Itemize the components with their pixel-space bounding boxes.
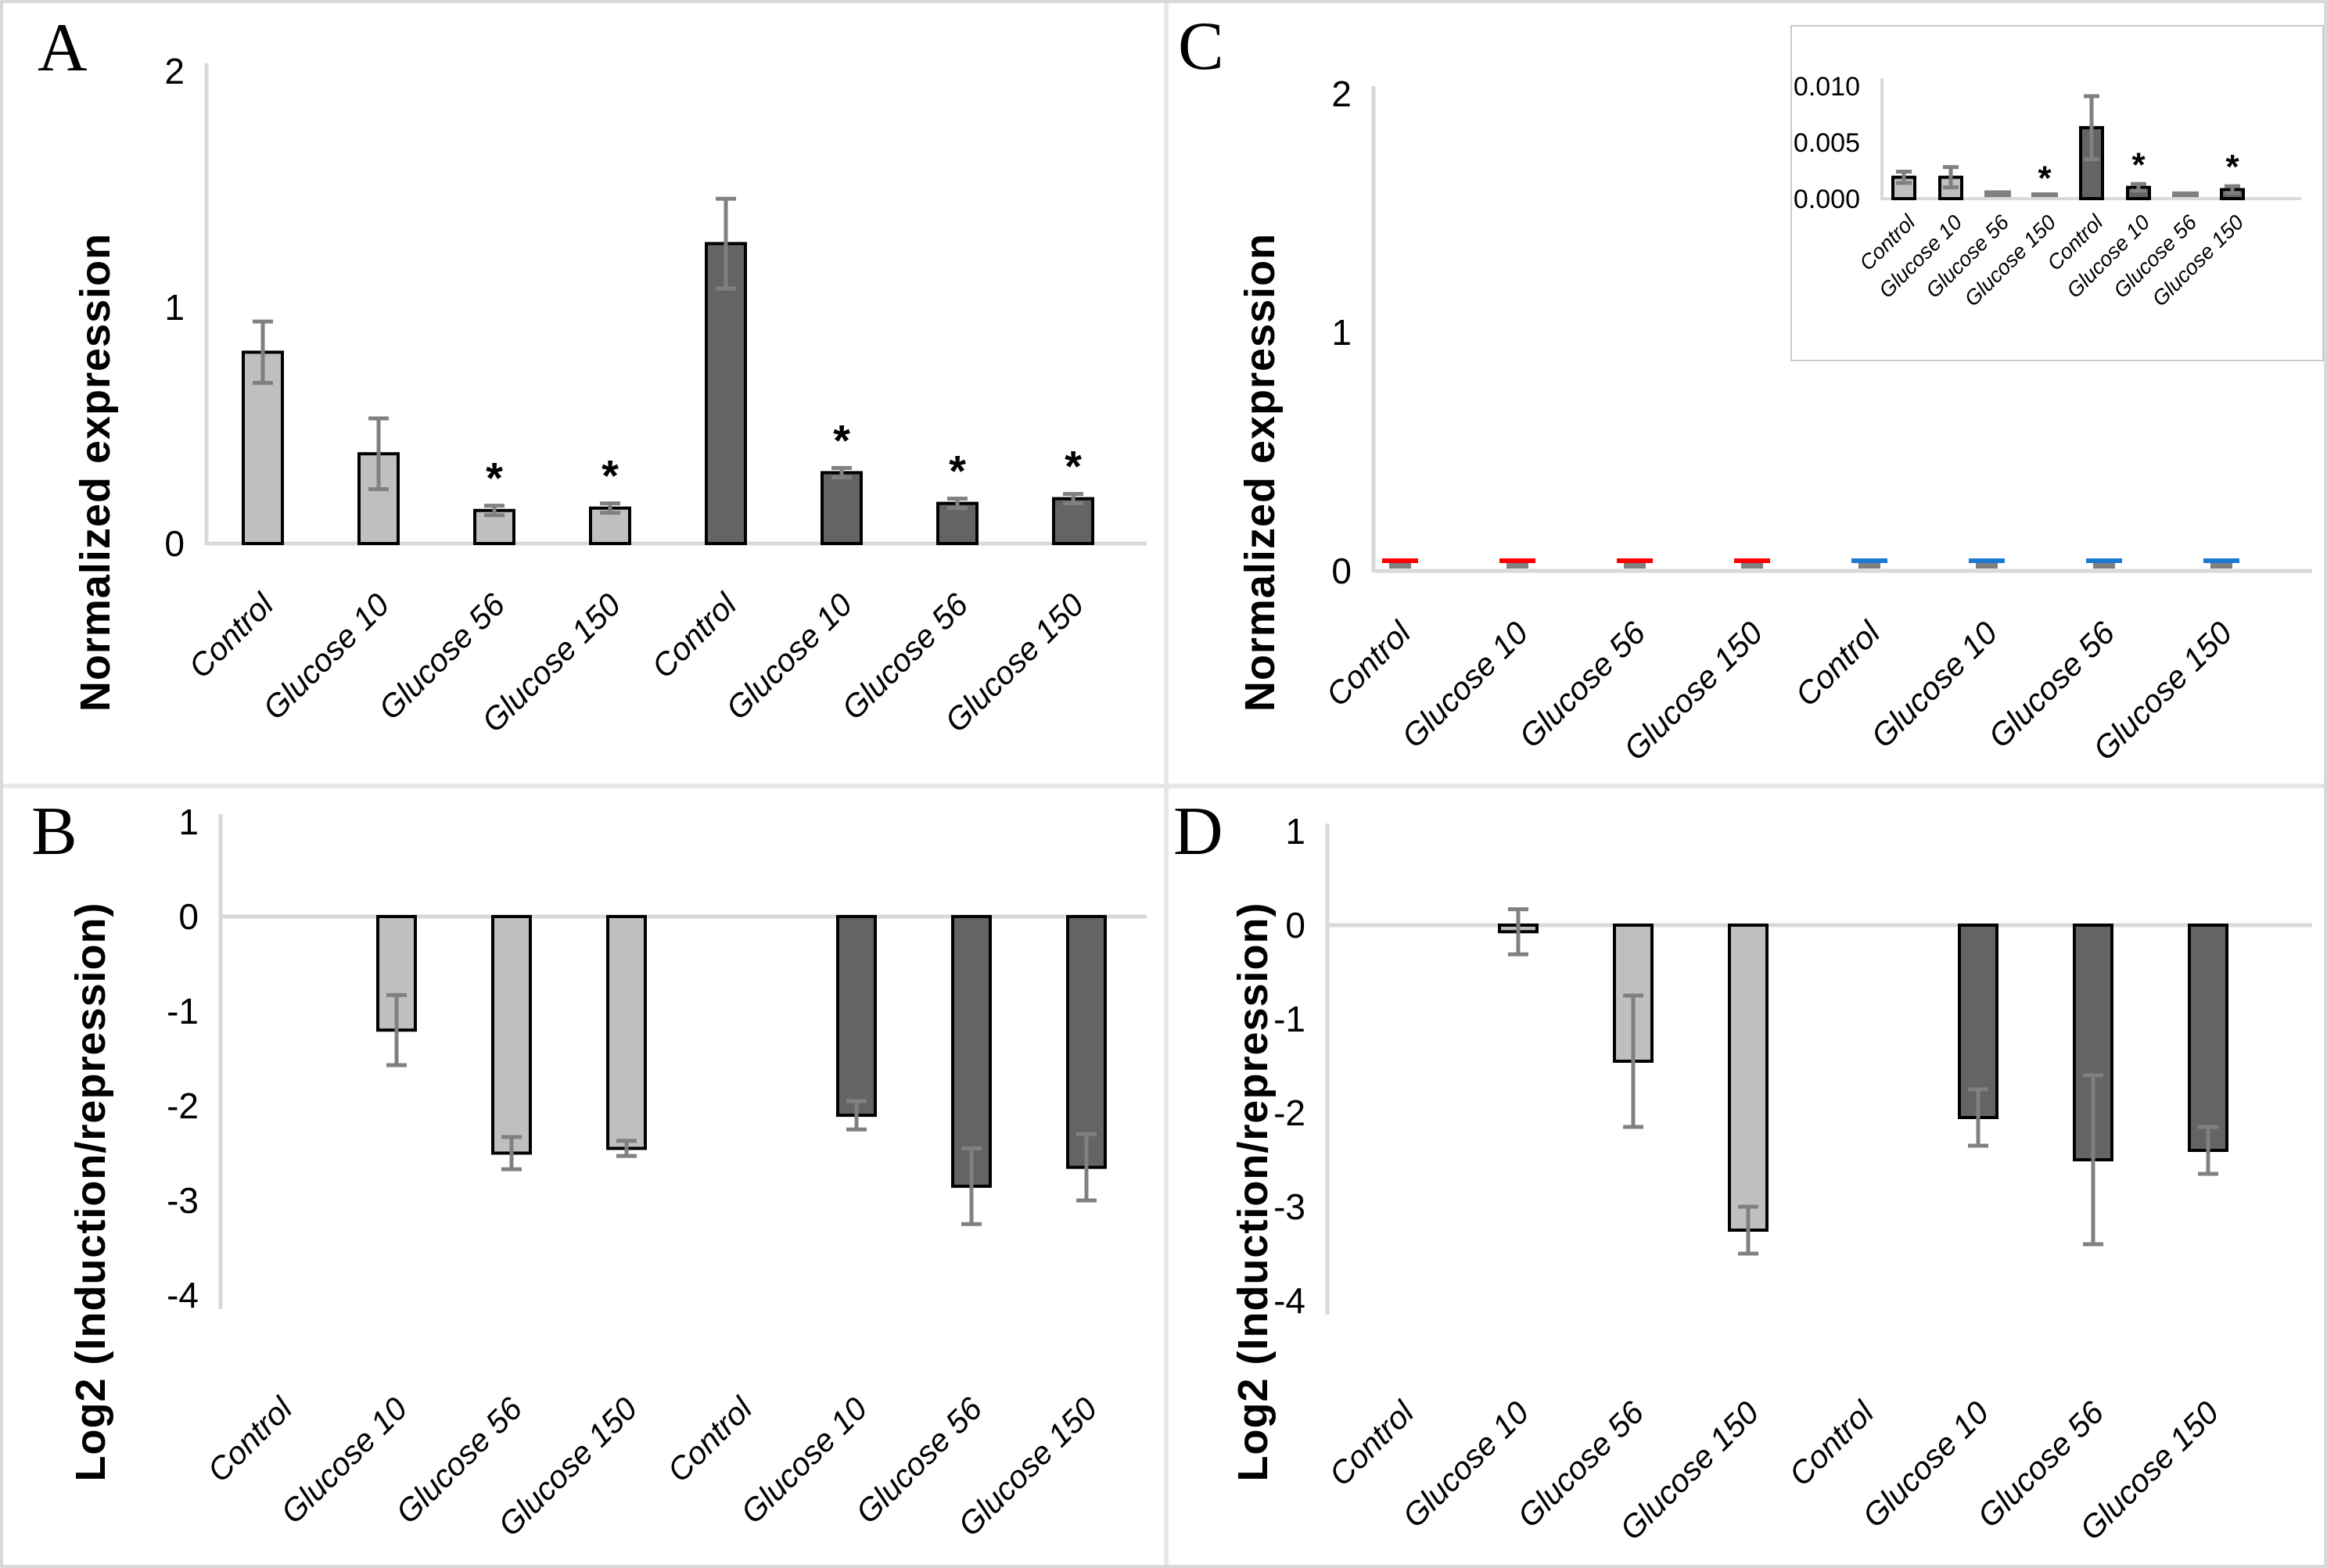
series-dash <box>2086 558 2122 563</box>
bar <box>836 915 877 1118</box>
bar <box>473 508 515 545</box>
y-tick-label: 2 <box>1331 74 1352 114</box>
y-tick-label: 1 <box>1331 312 1352 353</box>
bar <box>821 471 863 546</box>
series-dash <box>1734 558 1770 563</box>
y-tick-label: 0.000 <box>1794 185 1860 214</box>
significance-asterisk: * <box>2131 145 2146 184</box>
panel-a-y-axis-title: Normalized expression <box>72 232 119 712</box>
y-tick-label: 0 <box>164 523 185 564</box>
tiny-bar-stub <box>2093 561 2115 569</box>
y-tick-label: 0.005 <box>1794 128 1860 158</box>
series-dash <box>2203 558 2239 563</box>
tiny-bar-stub <box>1624 561 1646 569</box>
bar <box>1066 915 1107 1169</box>
x-category-label: Glucose 10 <box>1395 615 1535 755</box>
significance-asterisk: * <box>2038 160 2052 198</box>
y-tick-label: 0 <box>1285 905 1305 945</box>
tiny-bar-stub <box>1741 561 1763 569</box>
bar <box>606 915 647 1150</box>
y-tick-label: 0.010 <box>1794 72 1860 102</box>
x-category-label: Control <box>200 1390 300 1489</box>
tiny-bar-stub <box>1506 561 1528 569</box>
y-tick-label: -1 <box>167 991 199 1032</box>
y-tick-label: 1 <box>178 802 199 842</box>
bar <box>2031 192 2058 197</box>
panel-divider-horizontal <box>3 784 2324 788</box>
x-category-label: Control <box>645 586 744 685</box>
panel-b-y-axis-title: Log2 (Induction/repression) <box>67 902 114 1482</box>
panel-d-y-axis-title: Log2 (Induction/repression) <box>1230 902 1277 1482</box>
bar <box>2188 924 2228 1152</box>
x-category-label: Glucose 10 <box>1864 615 2004 755</box>
significance-asterisk: * <box>602 451 619 501</box>
significance-asterisk: * <box>1065 442 1082 491</box>
bar <box>951 915 992 1188</box>
series-dash <box>1851 558 1887 563</box>
x-category-label: Control <box>1788 614 1887 713</box>
tiny-bar-stub <box>1976 561 1998 569</box>
tiny-bar-stub <box>1858 561 1880 569</box>
series-dash <box>1382 558 1418 563</box>
series-dash <box>1969 558 2005 563</box>
x-category-label: Control <box>1322 1394 1421 1493</box>
tiny-bar-stub <box>1389 561 1411 569</box>
significance-asterisk: * <box>2225 148 2239 186</box>
y-tick-label: -3 <box>167 1180 199 1221</box>
bar <box>491 915 532 1155</box>
panel-b-letter: B <box>31 794 77 870</box>
series-dash <box>1617 558 1653 563</box>
panel-d-letter: D <box>1173 794 1223 870</box>
y-tick-label: 0 <box>178 896 199 937</box>
bar <box>2172 191 2199 197</box>
significance-asterisk: * <box>949 447 966 496</box>
x-category-label: Control <box>1319 614 1418 713</box>
y-tick-label: -4 <box>1273 1280 1305 1321</box>
y-tick-label: -2 <box>1273 1093 1305 1133</box>
bar <box>1984 190 2011 197</box>
y-tick-label: 0 <box>1331 551 1352 591</box>
tiny-bar-stub <box>2210 561 2232 569</box>
bar <box>1052 497 1094 545</box>
panel-c-letter: C <box>1178 9 1224 84</box>
series-dash <box>1499 558 1535 563</box>
y-tick-label: -2 <box>167 1085 199 1126</box>
y-tick-label: -3 <box>1273 1186 1305 1227</box>
bar <box>936 501 979 545</box>
y-tick-label: 1 <box>1285 811 1305 852</box>
x-category-label: Control <box>1782 1394 1881 1493</box>
bar <box>705 242 747 545</box>
significance-asterisk: * <box>833 415 850 465</box>
y-tick-label: 2 <box>164 51 185 91</box>
x-category-label: Control <box>660 1390 760 1489</box>
y-tick-label: 1 <box>164 287 185 328</box>
bar <box>1728 924 1769 1232</box>
panel-a-letter: A <box>38 10 88 86</box>
panel-c-y-axis-title: Normalized expression <box>1237 232 1284 712</box>
y-tick-label: -4 <box>167 1275 199 1315</box>
y-tick-label: -1 <box>1273 999 1305 1039</box>
x-category-label: Control <box>181 586 281 685</box>
significance-asterisk: * <box>486 454 503 503</box>
